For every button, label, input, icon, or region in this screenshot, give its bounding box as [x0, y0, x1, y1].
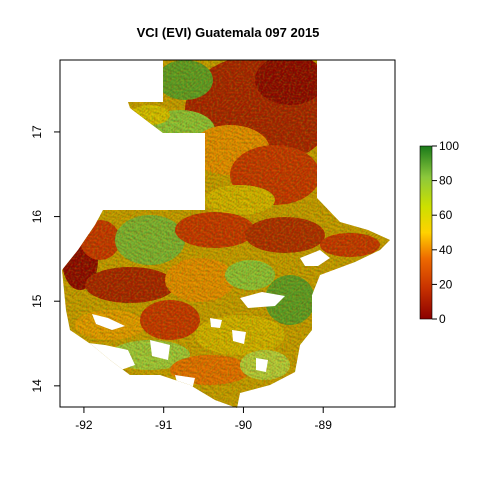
legend-tick-label: 20	[439, 277, 453, 291]
legend-colorbar	[419, 145, 433, 320]
y-tick-label: 14	[30, 379, 44, 393]
x-tick-label: -90	[235, 418, 253, 432]
vci-raster	[62, 60, 390, 408]
map-title: VCI (EVI) Guatemala 097 2015	[137, 25, 320, 40]
legend-tick-label: 40	[439, 243, 453, 257]
x-tick-label: -89	[315, 418, 333, 432]
y-tick-label: 16	[30, 210, 44, 224]
legend-tick-label: 80	[439, 174, 453, 188]
legend-tick-label: 100	[439, 139, 459, 153]
legend-tick-label: 0	[439, 312, 446, 326]
x-axis: -92 -91 -90 -89	[75, 407, 332, 432]
y-axis: 14 15 16 17	[30, 125, 60, 393]
y-tick-label: 15	[30, 294, 44, 308]
legend-tick-label: 60	[439, 208, 453, 222]
x-tick-label: -91	[155, 418, 173, 432]
plot-frame	[59, 59, 396, 408]
legend-ticks: 0 20 40 60 80 100	[432, 139, 459, 326]
color-legend: 0 20 40 60 80 100	[419, 139, 459, 326]
x-tick-label: -92	[75, 418, 93, 432]
y-tick-label: 17	[30, 125, 44, 139]
